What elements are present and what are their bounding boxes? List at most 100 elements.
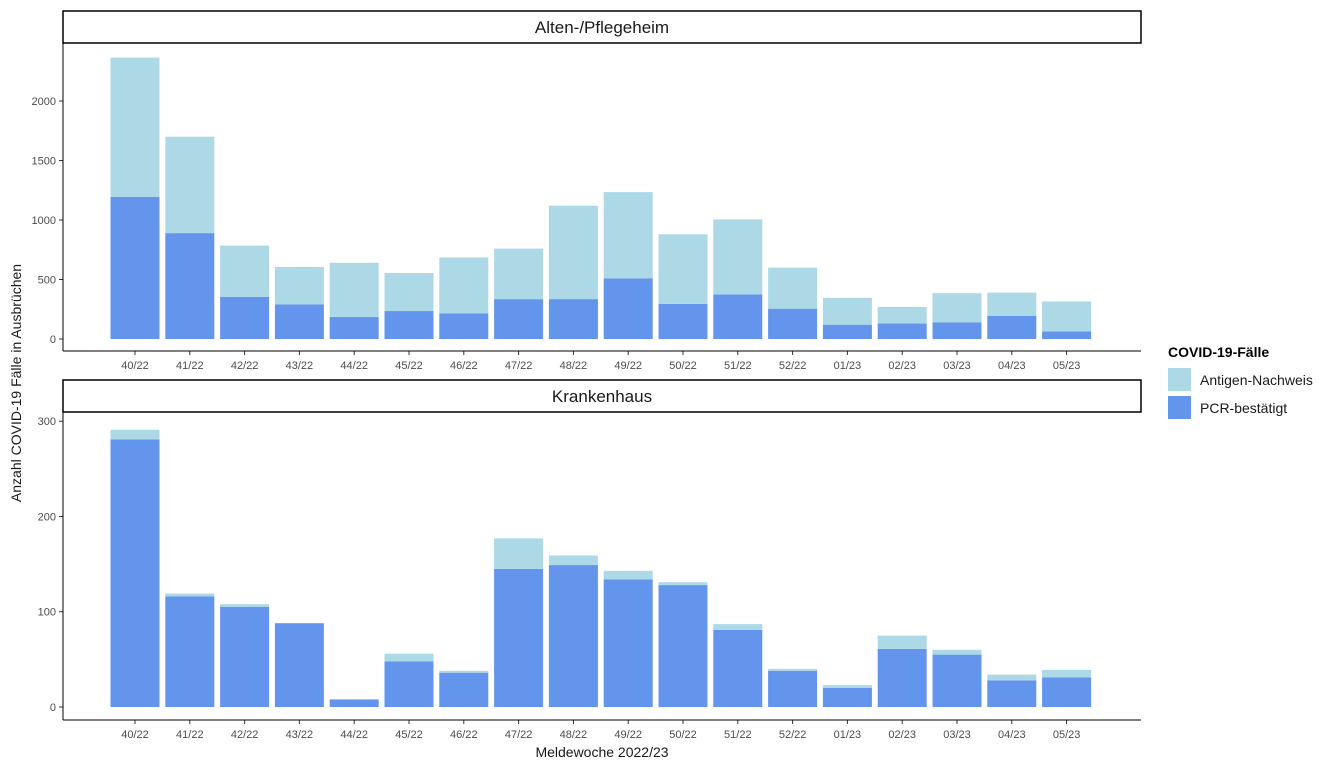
bar-antigen-52-22 [768,267,818,309]
bar-pcr-45-22 [384,311,434,339]
y-tick-label: 500 [38,275,56,287]
y-tick-label: 1000 [32,215,56,227]
legend: COVID-19-Fälle Antigen-Nachweis PCR-best… [1168,344,1313,419]
x-tick-label: 01/23 [834,360,862,372]
bar-antigen-44-22 [329,262,379,317]
x-tick-label: 42/22 [231,729,259,741]
panel-alten-pflegeheim: Alten-/Pflegeheim 0 500 1000 1500 2000 40/22… [32,10,1142,372]
bar-pcr-50-22 [658,303,708,339]
bar-antigen-46-22 [439,670,489,673]
x-tick-label: 43/22 [286,729,314,741]
x-tick-label: 05/23 [1053,729,1081,741]
bar-antigen-47-22 [494,538,544,569]
x-tick-label: 40/22 [121,360,149,372]
bar-pcr-49-22 [603,579,653,707]
bar-antigen-01-23 [822,685,872,688]
x-tick-label: 51/22 [724,729,752,741]
bar-antigen-40-22 [110,57,160,197]
bar-pcr-50-22 [658,585,708,707]
bar-antigen-52-22 [768,668,818,671]
bar-pcr-45-22 [384,661,434,707]
panel-krankenhaus: Krankenhaus 0 100 200 300 40/22 41/22 42/22 43… [38,379,1142,741]
bar-pcr-40-22 [110,439,160,707]
x-tick-label: 50/22 [669,360,697,372]
bar-antigen-50-22 [658,234,708,304]
bar-pcr-41-22 [165,233,215,339]
bar-pcr-42-22 [220,607,270,707]
y-axis-title: Anzahl COVID-19 Fälle in Ausbrüchen [8,264,24,502]
x-tick-label: 05/23 [1053,360,1081,372]
bar-antigen-43-22 [274,267,324,305]
bar-pcr-51-22 [713,294,763,339]
bar-pcr-01-23 [822,324,872,339]
x-tick-label: 51/22 [724,360,752,372]
bar-antigen-05-23 [1042,301,1092,332]
bar-pcr-02-23 [877,323,927,339]
x-tick-label: 49/22 [614,729,642,741]
x-tick-label: 43/22 [286,360,314,372]
x-axis-title: Meldewoche 2022/23 [535,744,668,760]
x-tick-label: 52/22 [779,729,807,741]
x-tick-label: 03/23 [943,729,971,741]
x-axis: 40/22 41/22 42/22 43/22 44/22 45/22 46/22 47/22… [121,351,1080,372]
legend-swatch-pcr [1168,396,1191,419]
bar-antigen-04-23 [987,292,1037,316]
bar-antigen-03-23 [932,293,982,323]
bar-pcr-04-23 [987,680,1037,707]
legend-title: COVID-19-Fälle [1168,344,1269,360]
bar-antigen-03-23 [932,649,982,655]
bar-pcr-43-22 [274,623,324,707]
x-tick-label: 04/23 [998,360,1026,372]
legend-swatch-antigen [1168,368,1191,391]
bar-pcr-40-22 [110,196,160,339]
strip-box [62,10,1142,44]
bar-antigen-42-22 [220,245,270,297]
x-tick-label: 47/22 [505,360,533,372]
x-tick-label: 40/22 [121,729,149,741]
strip-label: Alten-/Pflegeheim [535,18,669,37]
bar-antigen-47-22 [494,248,544,300]
bar-pcr-41-22 [165,596,215,707]
x-tick-label: 42/22 [231,360,259,372]
bar-pcr-42-22 [220,296,270,339]
legend-label-antigen: Antigen-Nachweis [1200,372,1313,388]
bar-pcr-48-22 [548,299,598,339]
bar-antigen-51-22 [713,219,763,295]
bar-pcr-48-22 [548,565,598,707]
bar-antigen-45-22 [384,653,434,662]
x-tick-label: 47/22 [505,729,533,741]
y-tick-label: 1500 [32,156,56,168]
y-axis: 0 500 1000 1500 2000 [32,96,63,346]
y-tick-label: 100 [38,607,56,619]
bars-group [110,57,1092,339]
y-tick-label: 200 [38,511,56,523]
x-tick-label: 02/23 [888,729,916,741]
x-tick-label: 04/23 [998,729,1026,741]
bar-antigen-48-22 [548,555,598,565]
x-tick-label: 41/22 [176,729,204,741]
bar-antigen-01-23 [822,297,872,325]
bar-pcr-46-22 [439,672,489,707]
bar-antigen-45-22 [384,273,434,312]
bar-pcr-43-22 [274,304,324,339]
x-tick-label: 48/22 [560,360,588,372]
bar-pcr-04-23 [987,315,1037,339]
bar-pcr-44-22 [329,699,379,707]
bar-pcr-02-23 [877,648,927,707]
bar-antigen-48-22 [548,205,598,300]
x-tick-label: 01/23 [834,729,862,741]
bar-antigen-02-23 [877,635,927,649]
x-tick-label: 49/22 [614,360,642,372]
bar-pcr-05-23 [1042,331,1092,339]
bar-antigen-46-22 [439,257,489,314]
strip-label: Krankenhaus [552,387,652,406]
bar-antigen-02-23 [877,306,927,324]
x-tick-label: 44/22 [340,360,368,372]
bar-antigen-49-22 [603,192,653,279]
bar-pcr-46-22 [439,313,489,339]
y-tick-label: 2000 [32,96,56,108]
bars-group [110,429,1092,707]
y-tick-label: 0 [50,702,56,714]
legend-label-pcr: PCR-bestätigt [1200,400,1287,416]
